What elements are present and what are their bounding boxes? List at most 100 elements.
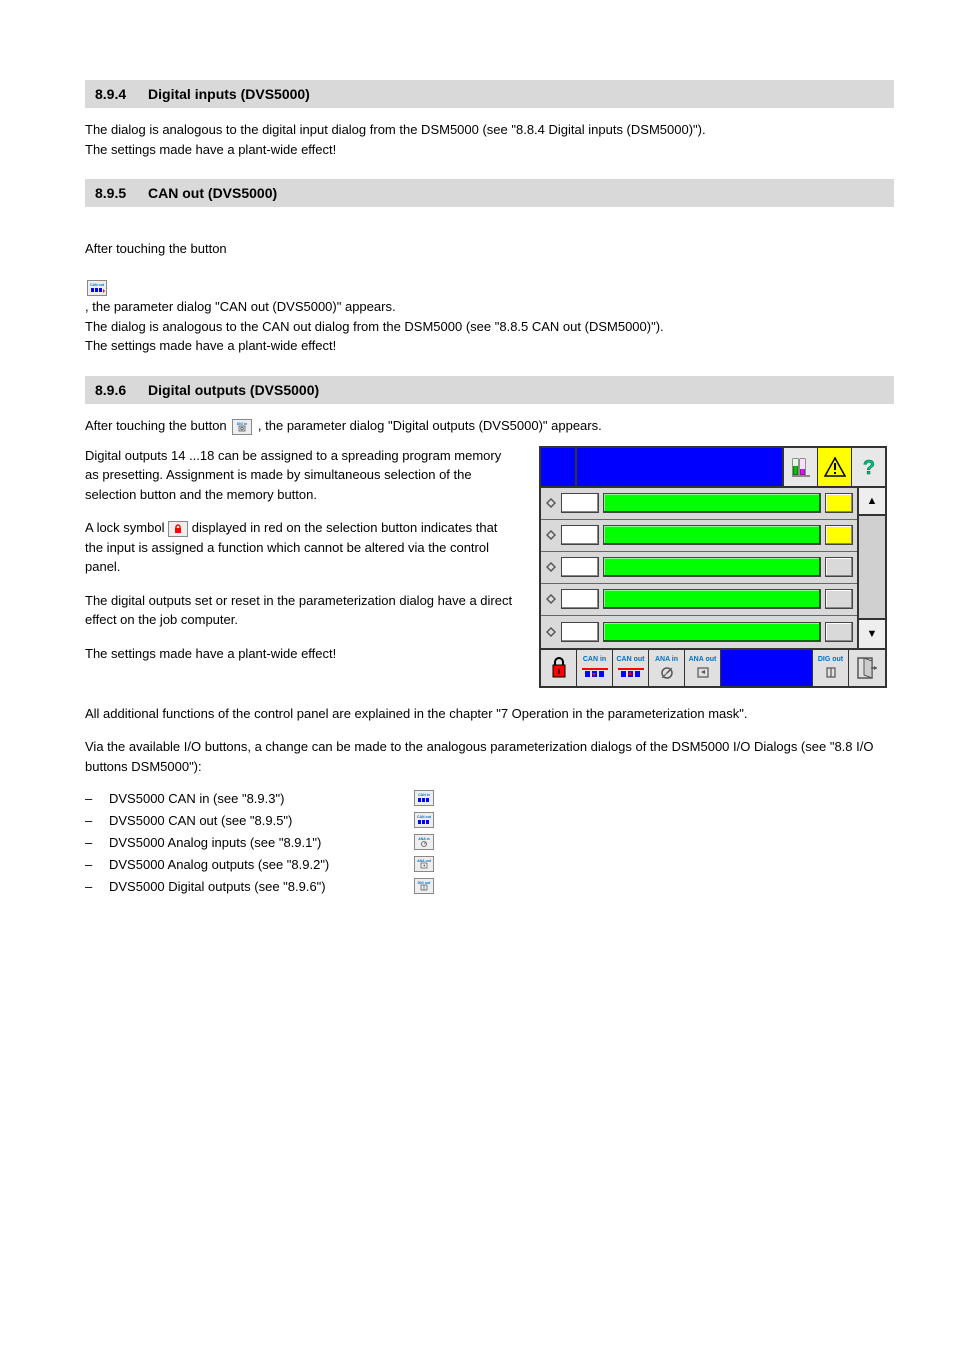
levels-icon[interactable] — [783, 448, 817, 488]
svg-text:CAN out: CAN out — [90, 283, 105, 287]
can-out-icon: CAN out — [414, 812, 434, 828]
svg-text:?: ? — [862, 457, 874, 478]
screen-title-area — [577, 448, 783, 488]
row-marker-icon — [545, 529, 557, 541]
can-in-icon: CAN in — [414, 790, 434, 806]
screen-body: ▲ ▼ — [541, 488, 885, 648]
screen-row — [541, 488, 857, 520]
right-column: ? — [539, 446, 894, 688]
row-marker-icon — [545, 561, 557, 573]
paragraph: The settings made have a plant-wide effe… — [85, 644, 515, 664]
ana-in-button[interactable]: ANA in — [649, 650, 685, 686]
list-item-label: DVS5000 Analog outputs (see "8.9.2") — [109, 857, 404, 872]
text-fragment: After touching the button — [85, 241, 227, 256]
svg-text:CAN in: CAN in — [418, 793, 430, 797]
list-item: – DVS5000 CAN out (see "8.9.5") CAN out — [85, 812, 894, 828]
row-bar — [603, 557, 821, 577]
svg-text:DIG in: DIG in — [237, 422, 247, 426]
scrollbar: ▲ ▼ — [857, 488, 885, 648]
warning-icon[interactable] — [817, 448, 851, 488]
row-select-button[interactable] — [561, 622, 599, 642]
screen-top-corner — [541, 448, 577, 488]
dig-in-icon: DIG in — [232, 416, 252, 436]
screen-top-bar: ? — [541, 448, 885, 488]
io-button-list: – DVS5000 CAN in (see "8.9.3") CAN in – … — [85, 790, 894, 894]
list-item: – DVS5000 Digital outputs (see "8.9.6") … — [85, 878, 894, 894]
ana-in-icon: ANA in — [414, 834, 434, 850]
row-marker-icon — [545, 497, 557, 509]
row-memory-button[interactable] — [825, 557, 853, 577]
paragraph: A lock symbol displayed in red on the se… — [85, 518, 515, 577]
section-number: 8.9.5 — [95, 185, 126, 201]
row-memory-button[interactable] — [825, 589, 853, 609]
bullet-dash: – — [85, 813, 99, 828]
screen-mock: ? — [539, 446, 887, 688]
can-out-icon: CAN out — [87, 258, 107, 297]
text-fragment: , the parameter dialog "CAN out (DVS5000… — [85, 299, 664, 353]
bullet-dash: – — [85, 791, 99, 806]
bullet-dash: – — [85, 857, 99, 872]
row-memory-button[interactable] — [825, 525, 853, 545]
scroll-down-button[interactable]: ▼ — [859, 620, 885, 648]
button-label: CAN in — [583, 656, 606, 664]
svg-text:CAN out: CAN out — [417, 815, 432, 819]
row-bar — [603, 622, 821, 642]
paragraph: Digital outputs 14 ...18 can be assigned… — [85, 446, 515, 505]
svg-text:DIG out: DIG out — [418, 881, 431, 885]
section-header-895: 8.9.5 CAN out (DVS5000) — [85, 179, 894, 207]
button-label: DIG out — [818, 656, 843, 664]
ana-out-button[interactable]: ANA out — [685, 650, 721, 686]
button-label: CAN out — [617, 656, 645, 664]
screen-row — [541, 520, 857, 552]
screen-row-list — [541, 488, 857, 648]
section-body-895: After touching the button CAN out , the … — [85, 219, 894, 356]
list-item-label: DVS5000 CAN out (see "8.9.5") — [109, 813, 404, 828]
screen-row — [541, 552, 857, 584]
paragraph: All additional functions of the control … — [85, 704, 894, 724]
bottom-spacer — [721, 650, 813, 686]
lock-icon — [168, 520, 192, 535]
button-label: ANA in — [655, 656, 678, 664]
row-bar — [603, 589, 821, 609]
row-bar — [603, 493, 821, 513]
row-select-button[interactable] — [561, 589, 599, 609]
svg-text:ANA out: ANA out — [417, 859, 432, 863]
lock-button[interactable] — [541, 650, 577, 686]
row-select-button[interactable] — [561, 557, 599, 577]
scroll-track[interactable] — [859, 516, 885, 620]
section-title: Digital inputs (DVS5000) — [148, 86, 310, 102]
list-item-label: DVS5000 Digital outputs (see "8.9.6") — [109, 879, 404, 894]
list-item-label: DVS5000 CAN in (see "8.9.3") — [109, 791, 404, 806]
scroll-up-button[interactable]: ▲ — [859, 488, 885, 516]
dig-out-icon: DIG out — [414, 878, 434, 894]
section-lead-896: After touching the button DIG in , the p… — [85, 416, 894, 436]
screen-row — [541, 584, 857, 616]
paragraph: The digital outputs set or reset in the … — [85, 591, 515, 630]
row-memory-button[interactable] — [825, 493, 853, 513]
text-fragment: , the parameter dialog "Digital outputs … — [258, 418, 602, 433]
row-bar — [603, 525, 821, 545]
screen-row — [541, 616, 857, 648]
list-item: – DVS5000 Analog inputs (see "8.9.1") AN… — [85, 834, 894, 850]
section-body-894: The dialog is analogous to the digital i… — [85, 120, 894, 159]
svg-text:ANA in: ANA in — [418, 837, 430, 841]
button-label: ANA out — [689, 656, 717, 664]
list-item: – DVS5000 CAN in (see "8.9.3") CAN in — [85, 790, 894, 806]
row-select-button[interactable] — [561, 525, 599, 545]
list-item-label: DVS5000 Analog inputs (see "8.9.1") — [109, 835, 404, 850]
row-memory-button[interactable] — [825, 622, 853, 642]
two-column-region: Digital outputs 14 ...18 can be assigned… — [85, 446, 894, 688]
left-column: Digital outputs 14 ...18 can be assigned… — [85, 446, 515, 678]
help-icon[interactable]: ? — [851, 448, 885, 488]
can-out-button[interactable]: CAN out — [613, 650, 649, 686]
section-header-894: 8.9.4 Digital inputs (DVS5000) — [85, 80, 894, 108]
can-in-button[interactable]: CAN in — [577, 650, 613, 686]
bullet-dash: – — [85, 879, 99, 894]
bullet-dash: – — [85, 835, 99, 850]
exit-button[interactable] — [849, 650, 885, 686]
dig-out-button[interactable]: DIG out — [813, 650, 849, 686]
paragraph: Via the available I/O buttons, a change … — [85, 737, 894, 776]
page: 8.9.4 Digital inputs (DVS5000) The dialo… — [0, 0, 954, 940]
row-select-button[interactable] — [561, 493, 599, 513]
section-title: Digital outputs (DVS5000) — [148, 382, 319, 398]
